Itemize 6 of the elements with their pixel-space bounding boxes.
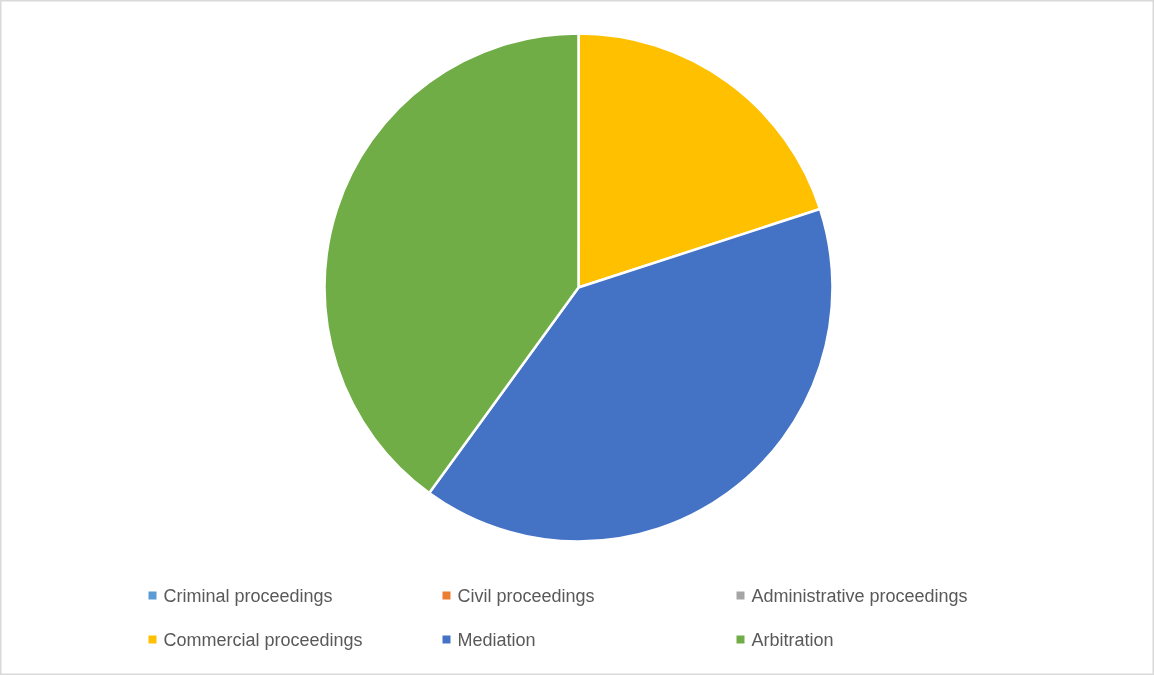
legend-label: Mediation: [457, 629, 536, 650]
legend-label: Criminal proceedings: [163, 585, 333, 606]
legend-label: Administrative proceedings: [751, 585, 968, 606]
legend-label: Commercial proceedings: [163, 629, 363, 650]
legend-label: Arbitration: [751, 629, 834, 650]
legend-label: Civil proceedings: [457, 585, 595, 606]
